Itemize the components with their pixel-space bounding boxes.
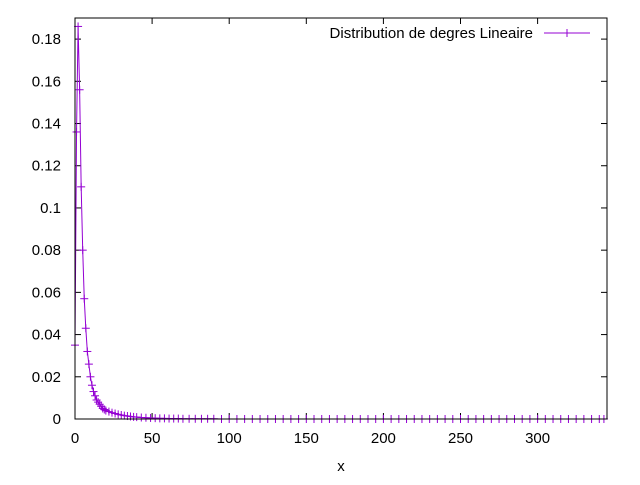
y-tick-label: 0.12 [32, 158, 61, 175]
y-tick-label: 0.1 [40, 200, 61, 217]
legend-label: Distribution de degres Lineaire [330, 25, 533, 42]
y-tick-label: 0.04 [32, 327, 61, 344]
plot-border [74, 17, 608, 420]
data-point-marker [94, 398, 103, 407]
data-point-marker [91, 391, 100, 400]
data-point-marker [78, 246, 87, 255]
y-tick-label: 0.18 [32, 31, 61, 48]
data-point-marker [89, 387, 98, 396]
data-point-marker [100, 405, 109, 414]
data-point-marker [86, 372, 95, 381]
y-tick-label: 0.02 [32, 369, 61, 386]
data-point-marker [75, 85, 84, 94]
y-tick-label: 0.14 [32, 116, 61, 133]
x-axis-label: x [337, 458, 345, 475]
data-point-marker [95, 400, 104, 409]
y-tick-label: 0 [53, 411, 61, 428]
data-point-marker [77, 182, 86, 191]
x-tick-label: 150 [294, 430, 319, 447]
y-tick-label: 0.16 [32, 73, 61, 90]
data-point-marker [83, 347, 92, 356]
data-point-marker [84, 360, 93, 369]
ticks-layer: 0 50 100 150 200 250 300 0 0.02 0.04 0.06 0.08 0.1 0.… [32, 18, 607, 447]
x-tick-label: 250 [448, 430, 473, 447]
series-layer [71, 22, 608, 423]
x-tick-label: 300 [525, 430, 550, 447]
data-point-marker [87, 381, 96, 390]
x-tick-label: 50 [144, 430, 161, 447]
y-tick-label: 0.08 [32, 242, 61, 259]
data-point-marker [92, 396, 101, 405]
x-tick-label: 0 [71, 430, 79, 447]
series-line [74, 26, 604, 420]
x-tick-label: 200 [371, 430, 396, 447]
data-point-marker [72, 127, 81, 136]
legend: Distribution de degres Lineaire [330, 25, 590, 42]
data-point-marker [80, 294, 89, 303]
x-tick-label: 100 [217, 430, 242, 447]
y-tick-label: 0.06 [32, 284, 61, 301]
data-point-marker [81, 324, 90, 333]
